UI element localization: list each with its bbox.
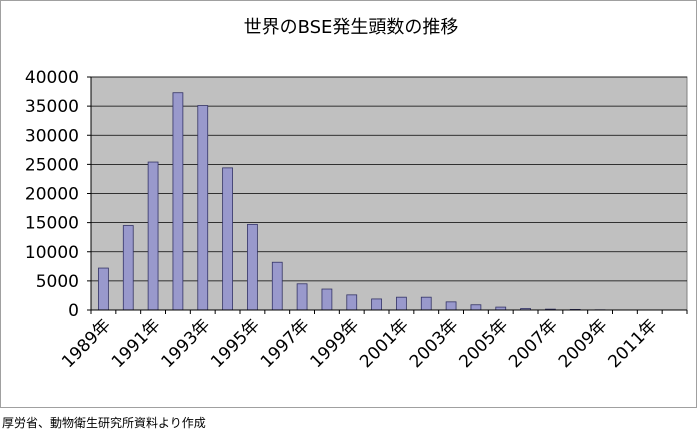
y-tick-label: 35000 [25, 97, 79, 117]
bar-1995年 [247, 223, 258, 311]
bar-1994年 [222, 167, 233, 311]
source-note: 厚労省、動物衛生研究所資料より作成 [2, 416, 206, 430]
y-tick-label: 15000 [25, 214, 79, 234]
bar-1997年 [296, 283, 308, 311]
bar-2001年 [396, 296, 407, 311]
bar-1991年 [147, 161, 159, 311]
x-tick-label: 1991年 [108, 315, 165, 372]
x-tick-label: 2009年 [555, 315, 612, 372]
x-tick-label: 1995年 [207, 315, 264, 372]
gridlines [91, 76, 687, 282]
bar-1992年 [172, 92, 184, 311]
bar-2002年 [420, 296, 432, 311]
x-tick-label: 2007年 [505, 315, 562, 372]
x-tick-label: 2003年 [406, 315, 463, 372]
chart-title: 世界のBSE発生頭数の推移 [244, 17, 459, 38]
x-tick-label: 2005年 [456, 315, 513, 372]
bar-1999年 [346, 294, 358, 311]
x-tick-label: 2001年 [356, 315, 413, 372]
y-tick-label: 0 [68, 301, 79, 321]
x-tick-label: 1989年 [58, 315, 115, 372]
bse-bar-chart: 世界のBSE発生頭数の推移 0 5000 10000 15000 20000 25000 3… [25, 17, 688, 372]
y-axis: 0 5000 10000 15000 20000 25000 30000 35000 40000 [25, 68, 92, 321]
y-tick-label: 30000 [25, 126, 79, 146]
y-tick-label: 10000 [25, 243, 79, 263]
y-tick-label: 25000 [25, 155, 79, 175]
bar-1989年 [98, 267, 109, 311]
y-tick-label: 40000 [25, 68, 79, 88]
x-tick-label: 1993年 [158, 315, 215, 372]
bar-2000年 [371, 298, 382, 311]
y-tick-label: 20000 [25, 185, 79, 205]
bars [98, 92, 606, 311]
x-tick-label: 1999年 [307, 315, 364, 372]
bar-1990年 [122, 225, 134, 311]
y-tick-label: 5000 [36, 272, 79, 292]
bar-2003年 [445, 301, 457, 311]
bar-2004年 [470, 304, 482, 311]
bar-1993年 [197, 105, 209, 311]
chart-frame: 世界のBSE発生頭数の推移 0 5000 10000 15000 20000 25000 3… [0, 0, 697, 408]
x-tick-label: 1997年 [257, 315, 314, 372]
x-tick-label: 2011年 [605, 315, 662, 372]
bar-1998年 [321, 288, 333, 311]
bar-1996年 [271, 261, 283, 311]
x-axis: 1989年1991年1993年1995年1997年1999年2001年2003年… [58, 309, 688, 372]
